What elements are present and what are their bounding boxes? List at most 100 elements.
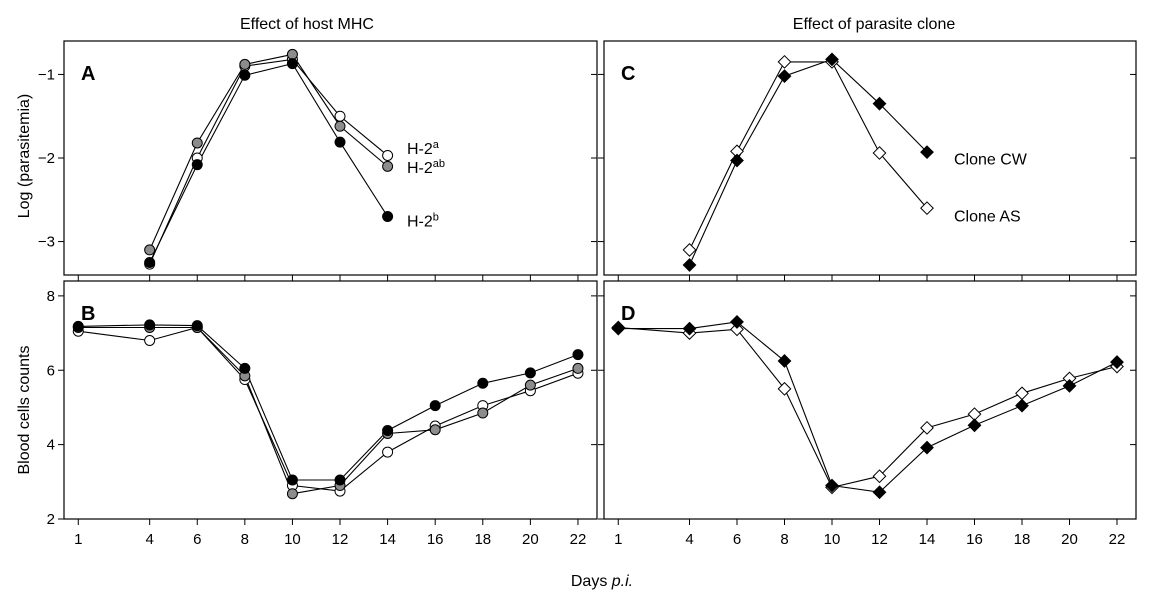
panel-d: D1 4 6 8 10 12 14 16 18 20 22 (598, 280, 1137, 548)
series-line-c-1 (688, 58, 928, 266)
y-tick-label-a: −2 (38, 150, 55, 167)
data-point-d-1 (825, 478, 839, 493)
data-point-d-0 (730, 322, 744, 337)
data-point-a-1 (286, 48, 298, 60)
data-point-a-1 (191, 137, 203, 149)
data-point-c-1 (682, 258, 697, 272)
data-point-b-0 (382, 446, 394, 458)
data-point-a-0 (382, 149, 394, 161)
series-line-c-0 (689, 61, 928, 251)
data-point-b-2 (429, 400, 441, 412)
x-tick-label-b: 6 (193, 531, 201, 548)
data-point-b-1 (477, 407, 489, 419)
y-tick-label-b: 2 (47, 511, 55, 528)
series-line-a-2 (149, 62, 389, 263)
x-tick-label-d: 10 (824, 531, 841, 548)
panel-frame-c (603, 40, 1137, 276)
data-point-d-0 (872, 469, 887, 484)
legend-label-a-1: H-2ab (407, 158, 445, 177)
y-axis-label-top: Log (parasitemia) (16, 94, 33, 219)
data-point-d-0 (1015, 386, 1029, 401)
data-point-b-2 (191, 320, 203, 332)
legend-label-a-0: H-2a (407, 139, 440, 158)
panel-label-d: D (621, 303, 635, 325)
y-axis-label-bottom: Blood cells counts (16, 346, 33, 475)
legend-label-base: H-2 (407, 214, 433, 231)
x-tick-label-b: 8 (241, 531, 249, 548)
series-line-d-1 (618, 321, 1118, 493)
y-tick-label-b: 6 (47, 362, 55, 379)
data-point-d-1 (777, 354, 792, 368)
x-tick-label-b: 14 (379, 531, 396, 548)
y-tick-label-a: −1 (38, 66, 55, 83)
data-point-d-1 (1015, 398, 1029, 413)
data-point-a-2 (191, 159, 203, 171)
data-point-a-2 (382, 211, 394, 222)
series-line-d-0 (618, 326, 1118, 489)
data-point-c-0 (920, 201, 934, 216)
series-line-a-0 (149, 58, 388, 265)
panel-label-c: C (621, 63, 635, 85)
data-point-c-0 (777, 54, 792, 69)
data-point-d-0 (777, 381, 792, 396)
data-point-d-1 (872, 485, 887, 500)
x-tick-label-d: 16 (966, 531, 983, 548)
data-point-b-2 (334, 474, 346, 486)
data-point-a-0 (334, 110, 346, 122)
x-tick-label-d: 14 (919, 531, 936, 548)
data-point-a-2 (286, 58, 298, 70)
legend-label-a-2: H-2b (407, 212, 439, 231)
y-tick-label-b: 8 (47, 288, 55, 305)
x-tick-label-b: 20 (522, 531, 539, 548)
data-point-a-2 (239, 69, 251, 81)
data-point-b-2 (144, 319, 156, 331)
data-point-b-1 (572, 362, 584, 374)
panel-frame-d (603, 280, 1137, 520)
series-line-b-1 (78, 326, 579, 495)
data-point-d-0 (920, 420, 934, 435)
data-point-d-1 (730, 314, 744, 329)
x-tick-label-d: 12 (871, 531, 888, 548)
x-axis-label: Days p.i. (571, 573, 633, 590)
data-point-a-1 (144, 244, 156, 256)
legend-label-c-0: Clone CW (954, 152, 1028, 169)
legend-label-base: H-2 (407, 160, 433, 177)
column-title-left: Effect of host MHC (240, 16, 374, 33)
data-point-d-1 (920, 440, 934, 455)
series-line-a-1 (149, 53, 388, 251)
x-tick-label-d: 20 (1061, 531, 1078, 548)
panel-c: C Clone CW Clone AS (598, 40, 1137, 281)
y-tick-label-b: 4 (47, 437, 55, 454)
data-point-c-1 (777, 69, 792, 84)
data-point-d-1 (1062, 378, 1077, 393)
x-tick-label-d: 1 (614, 531, 622, 548)
data-point-c-1 (825, 52, 839, 67)
data-point-b-1 (286, 488, 298, 500)
x-tick-label-d: 22 (1109, 531, 1126, 548)
data-point-d-1 (967, 418, 982, 433)
data-point-c-0 (872, 146, 887, 160)
legend-label-base: H-2 (407, 141, 433, 158)
x-tick-label-b: 12 (332, 531, 349, 548)
data-point-b-2 (382, 424, 394, 436)
panel-label-a: A (81, 63, 95, 85)
data-point-c-1 (872, 96, 887, 111)
legend-label-sup: b (433, 212, 439, 224)
data-point-a-2 (144, 256, 156, 268)
data-point-c-0 (682, 243, 697, 257)
data-point-b-2 (286, 474, 298, 486)
x-tick-label-d: 4 (685, 531, 693, 548)
data-point-b-2 (572, 349, 584, 361)
x-tick-label-b: 4 (145, 531, 153, 548)
x-tick-label-d: 8 (780, 531, 788, 548)
y-tick-label-a: −3 (38, 234, 55, 251)
column-title-right: Effect of parasite clone (793, 16, 956, 33)
data-point-b-2 (524, 367, 536, 379)
data-point-a-1 (239, 58, 251, 70)
data-point-b-2 (477, 377, 489, 389)
legend-label-c-1: Clone AS (954, 209, 1021, 226)
